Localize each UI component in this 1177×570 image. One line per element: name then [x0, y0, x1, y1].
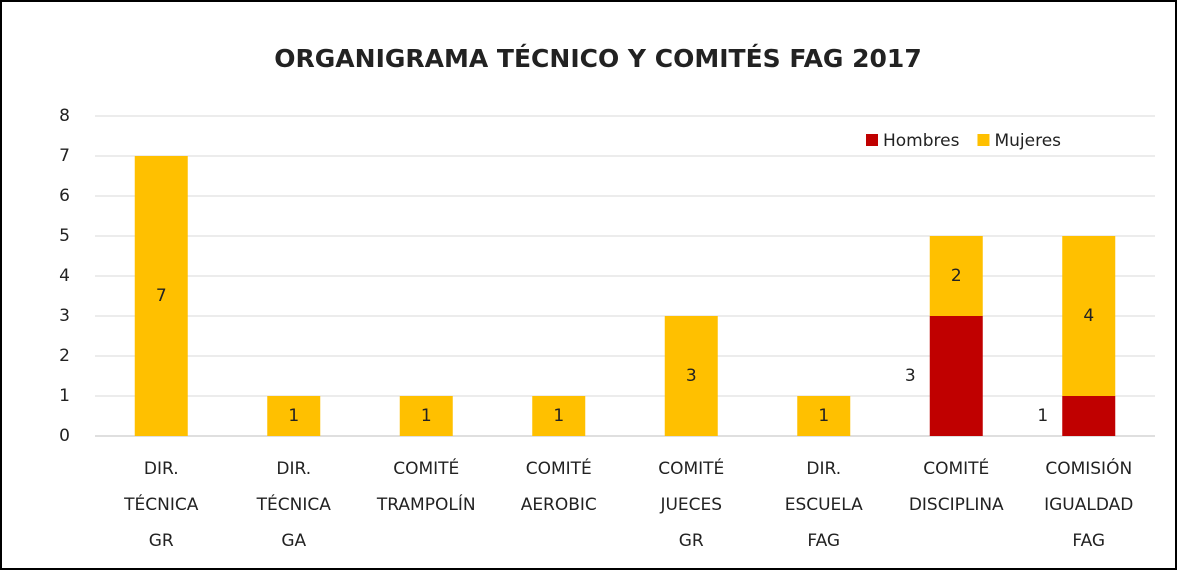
y-tick-label: 3 [59, 306, 70, 326]
data-label: 1 [553, 406, 564, 426]
data-label: 4 [1083, 306, 1094, 326]
data-label: 3 [905, 366, 916, 386]
data-label: 1 [818, 406, 829, 426]
data-label: 1 [288, 406, 299, 426]
x-tick-label: COMITÉ TRAMPOLÍN [376, 457, 476, 515]
bar-segment [1062, 236, 1116, 396]
y-tick-label: 4 [59, 266, 70, 286]
bar-segment [797, 396, 851, 436]
data-label: 2 [951, 266, 962, 286]
bar-segment [929, 236, 983, 316]
legend-swatch [866, 134, 878, 146]
bar-segment [399, 396, 453, 436]
y-tick-label: 2 [59, 346, 70, 366]
legend-label: Mujeres [994, 131, 1061, 151]
legend-label: Hombres [883, 131, 960, 151]
chart-title: ORGANIGRAMA TÉCNICO Y COMITÉS FAG 2017 [274, 44, 921, 73]
y-tick-label: 8 [59, 106, 70, 126]
data-label: 1 [421, 406, 432, 426]
y-tick-label: 0 [59, 426, 70, 446]
bar-segment [267, 396, 321, 436]
bar-segment [134, 156, 188, 436]
x-tick-label: COMITÉ DISCIPLINA [909, 457, 1004, 515]
y-tick-label: 5 [59, 226, 70, 246]
x-tick-label: DIR. TÉCNICA GR [123, 459, 199, 551]
x-tick-label: COMITÉ AEROBIC [521, 457, 597, 515]
data-label: 3 [686, 366, 697, 386]
x-tick-label: DIR. TÉCNICA GA [256, 459, 332, 551]
legend-swatch [977, 134, 990, 146]
bar-segment [532, 396, 586, 436]
x-tick-label: DIR. ESCUELA FAG [785, 459, 863, 551]
data-label: 7 [156, 286, 167, 306]
bar-segment [929, 316, 983, 436]
y-tick-label: 7 [59, 146, 70, 166]
data-label: 1 [1037, 406, 1048, 426]
bar-segment [1062, 396, 1116, 436]
y-tick-label: 1 [59, 386, 70, 406]
bar-segment [664, 316, 718, 436]
y-tick-label: 6 [59, 186, 70, 206]
x-tick-label: COMITÉ JUECES GR [658, 457, 724, 551]
x-tick-label: COMISIÓN IGUALDAD FAG [1044, 457, 1133, 551]
